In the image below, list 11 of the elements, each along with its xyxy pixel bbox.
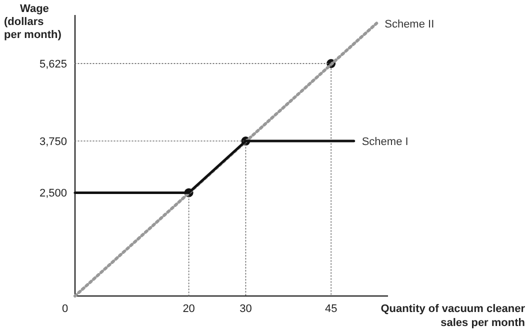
x-tick-label: 45 xyxy=(324,303,338,315)
x-tick-label: 30 xyxy=(240,303,252,315)
x-tick-label: 0 xyxy=(62,303,68,315)
x-tick-label: 20 xyxy=(182,303,195,315)
y-tick-label: 2,500 xyxy=(39,188,67,200)
y-tick-label: 3,750 xyxy=(39,136,67,148)
x-axis-title: Quantity of vacuum cleaner sales per month xyxy=(380,303,526,329)
series-label: Scheme I xyxy=(362,136,408,148)
y-axis-title: Wage (dollars per month) xyxy=(4,3,62,41)
y-tick-label: 5,625 xyxy=(39,58,67,71)
series-label: Scheme II xyxy=(384,18,434,30)
